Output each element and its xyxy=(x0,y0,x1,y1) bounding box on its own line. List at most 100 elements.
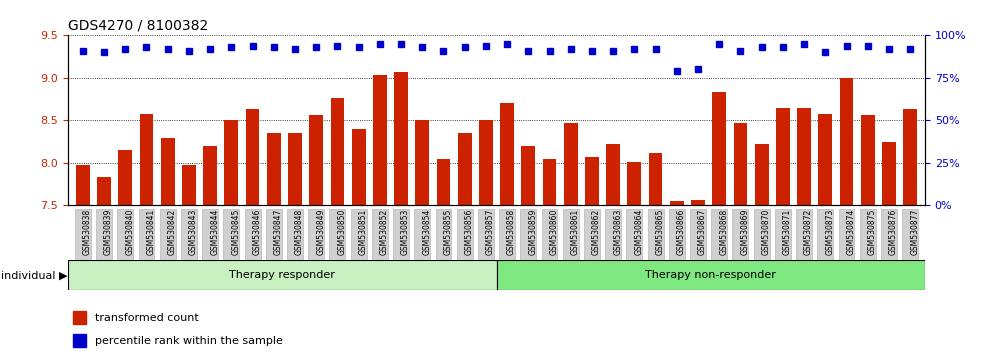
Bar xyxy=(755,144,769,205)
Bar xyxy=(585,157,599,205)
FancyBboxPatch shape xyxy=(584,209,600,260)
Bar xyxy=(203,146,217,205)
Bar xyxy=(309,115,323,205)
Bar xyxy=(76,165,90,205)
Text: GSM530857: GSM530857 xyxy=(486,209,495,255)
Text: transformed count: transformed count xyxy=(95,313,199,323)
Text: GSM530872: GSM530872 xyxy=(804,209,813,255)
FancyBboxPatch shape xyxy=(245,209,261,260)
Bar xyxy=(373,75,387,205)
Bar xyxy=(564,123,578,205)
Text: GSM530841: GSM530841 xyxy=(146,209,155,255)
Bar xyxy=(818,114,832,205)
Text: GSM530850: GSM530850 xyxy=(337,209,346,255)
Bar xyxy=(415,120,429,205)
Text: GSM530869: GSM530869 xyxy=(740,209,749,255)
FancyBboxPatch shape xyxy=(563,209,579,260)
Bar xyxy=(797,108,811,205)
FancyBboxPatch shape xyxy=(669,209,685,260)
FancyBboxPatch shape xyxy=(732,209,748,260)
FancyBboxPatch shape xyxy=(711,209,727,260)
Text: GSM530862: GSM530862 xyxy=(592,209,601,255)
Text: percentile rank within the sample: percentile rank within the sample xyxy=(95,336,283,346)
FancyBboxPatch shape xyxy=(478,209,494,260)
Bar xyxy=(776,108,790,205)
Text: GSM530860: GSM530860 xyxy=(550,209,559,255)
Text: GSM530856: GSM530856 xyxy=(465,209,474,255)
Text: GSM530870: GSM530870 xyxy=(762,209,771,255)
FancyBboxPatch shape xyxy=(648,209,664,260)
Bar xyxy=(437,159,450,205)
FancyBboxPatch shape xyxy=(139,209,154,260)
Text: GSM530866: GSM530866 xyxy=(677,209,686,255)
Bar xyxy=(496,260,925,290)
Text: GSM530855: GSM530855 xyxy=(443,209,452,255)
Text: GSM530868: GSM530868 xyxy=(719,209,728,255)
FancyBboxPatch shape xyxy=(266,209,282,260)
Bar xyxy=(840,78,853,205)
Bar xyxy=(118,150,132,205)
Text: GSM530844: GSM530844 xyxy=(210,209,219,255)
Bar xyxy=(543,159,556,205)
Bar xyxy=(627,162,641,205)
Bar xyxy=(161,138,175,205)
Bar xyxy=(458,133,472,205)
FancyBboxPatch shape xyxy=(160,209,176,260)
FancyBboxPatch shape xyxy=(223,209,239,260)
Bar xyxy=(903,109,917,205)
Bar xyxy=(734,123,747,205)
Text: GSM530876: GSM530876 xyxy=(889,209,898,255)
FancyBboxPatch shape xyxy=(436,209,451,260)
Bar xyxy=(394,72,408,205)
FancyBboxPatch shape xyxy=(690,209,706,260)
Text: GSM530874: GSM530874 xyxy=(847,209,856,255)
Text: GSM530848: GSM530848 xyxy=(295,209,304,255)
FancyBboxPatch shape xyxy=(202,209,218,260)
Text: GSM530846: GSM530846 xyxy=(253,209,262,255)
Bar xyxy=(606,144,620,205)
Text: Therapy non-responder: Therapy non-responder xyxy=(645,270,776,280)
FancyBboxPatch shape xyxy=(796,209,812,260)
FancyBboxPatch shape xyxy=(117,209,133,260)
Bar xyxy=(712,92,726,205)
FancyBboxPatch shape xyxy=(626,209,642,260)
Text: GSM530871: GSM530871 xyxy=(783,209,792,255)
Text: Therapy responder: Therapy responder xyxy=(229,270,335,280)
FancyBboxPatch shape xyxy=(287,209,303,260)
Text: GSM530842: GSM530842 xyxy=(168,209,177,255)
Text: GSM530845: GSM530845 xyxy=(231,209,240,255)
Text: GSM530840: GSM530840 xyxy=(125,209,134,255)
FancyBboxPatch shape xyxy=(75,209,91,260)
Text: GSM530873: GSM530873 xyxy=(825,209,834,255)
FancyBboxPatch shape xyxy=(457,209,473,260)
Bar xyxy=(182,165,196,205)
Text: GSM530865: GSM530865 xyxy=(656,209,665,255)
FancyBboxPatch shape xyxy=(329,209,345,260)
FancyBboxPatch shape xyxy=(605,209,621,260)
Text: individual ▶: individual ▶ xyxy=(1,270,68,280)
Bar xyxy=(246,109,259,205)
FancyBboxPatch shape xyxy=(881,209,897,260)
Bar xyxy=(267,133,281,205)
FancyBboxPatch shape xyxy=(817,209,833,260)
FancyBboxPatch shape xyxy=(860,209,876,260)
Text: GSM530863: GSM530863 xyxy=(613,209,622,255)
Bar xyxy=(882,142,896,205)
Bar xyxy=(72,334,86,347)
Bar xyxy=(500,103,514,205)
FancyBboxPatch shape xyxy=(754,209,770,260)
FancyBboxPatch shape xyxy=(96,209,112,260)
Text: GSM530843: GSM530843 xyxy=(189,209,198,255)
Bar xyxy=(861,115,875,205)
Bar xyxy=(224,120,238,205)
Text: GSM530877: GSM530877 xyxy=(910,209,919,255)
FancyBboxPatch shape xyxy=(372,209,388,260)
FancyBboxPatch shape xyxy=(308,209,324,260)
FancyBboxPatch shape xyxy=(839,209,854,260)
FancyBboxPatch shape xyxy=(393,209,409,260)
Text: GSM530847: GSM530847 xyxy=(274,209,283,255)
Text: GSM530867: GSM530867 xyxy=(698,209,707,255)
Bar xyxy=(521,146,535,205)
Text: GSM530849: GSM530849 xyxy=(316,209,325,255)
FancyBboxPatch shape xyxy=(902,209,918,260)
